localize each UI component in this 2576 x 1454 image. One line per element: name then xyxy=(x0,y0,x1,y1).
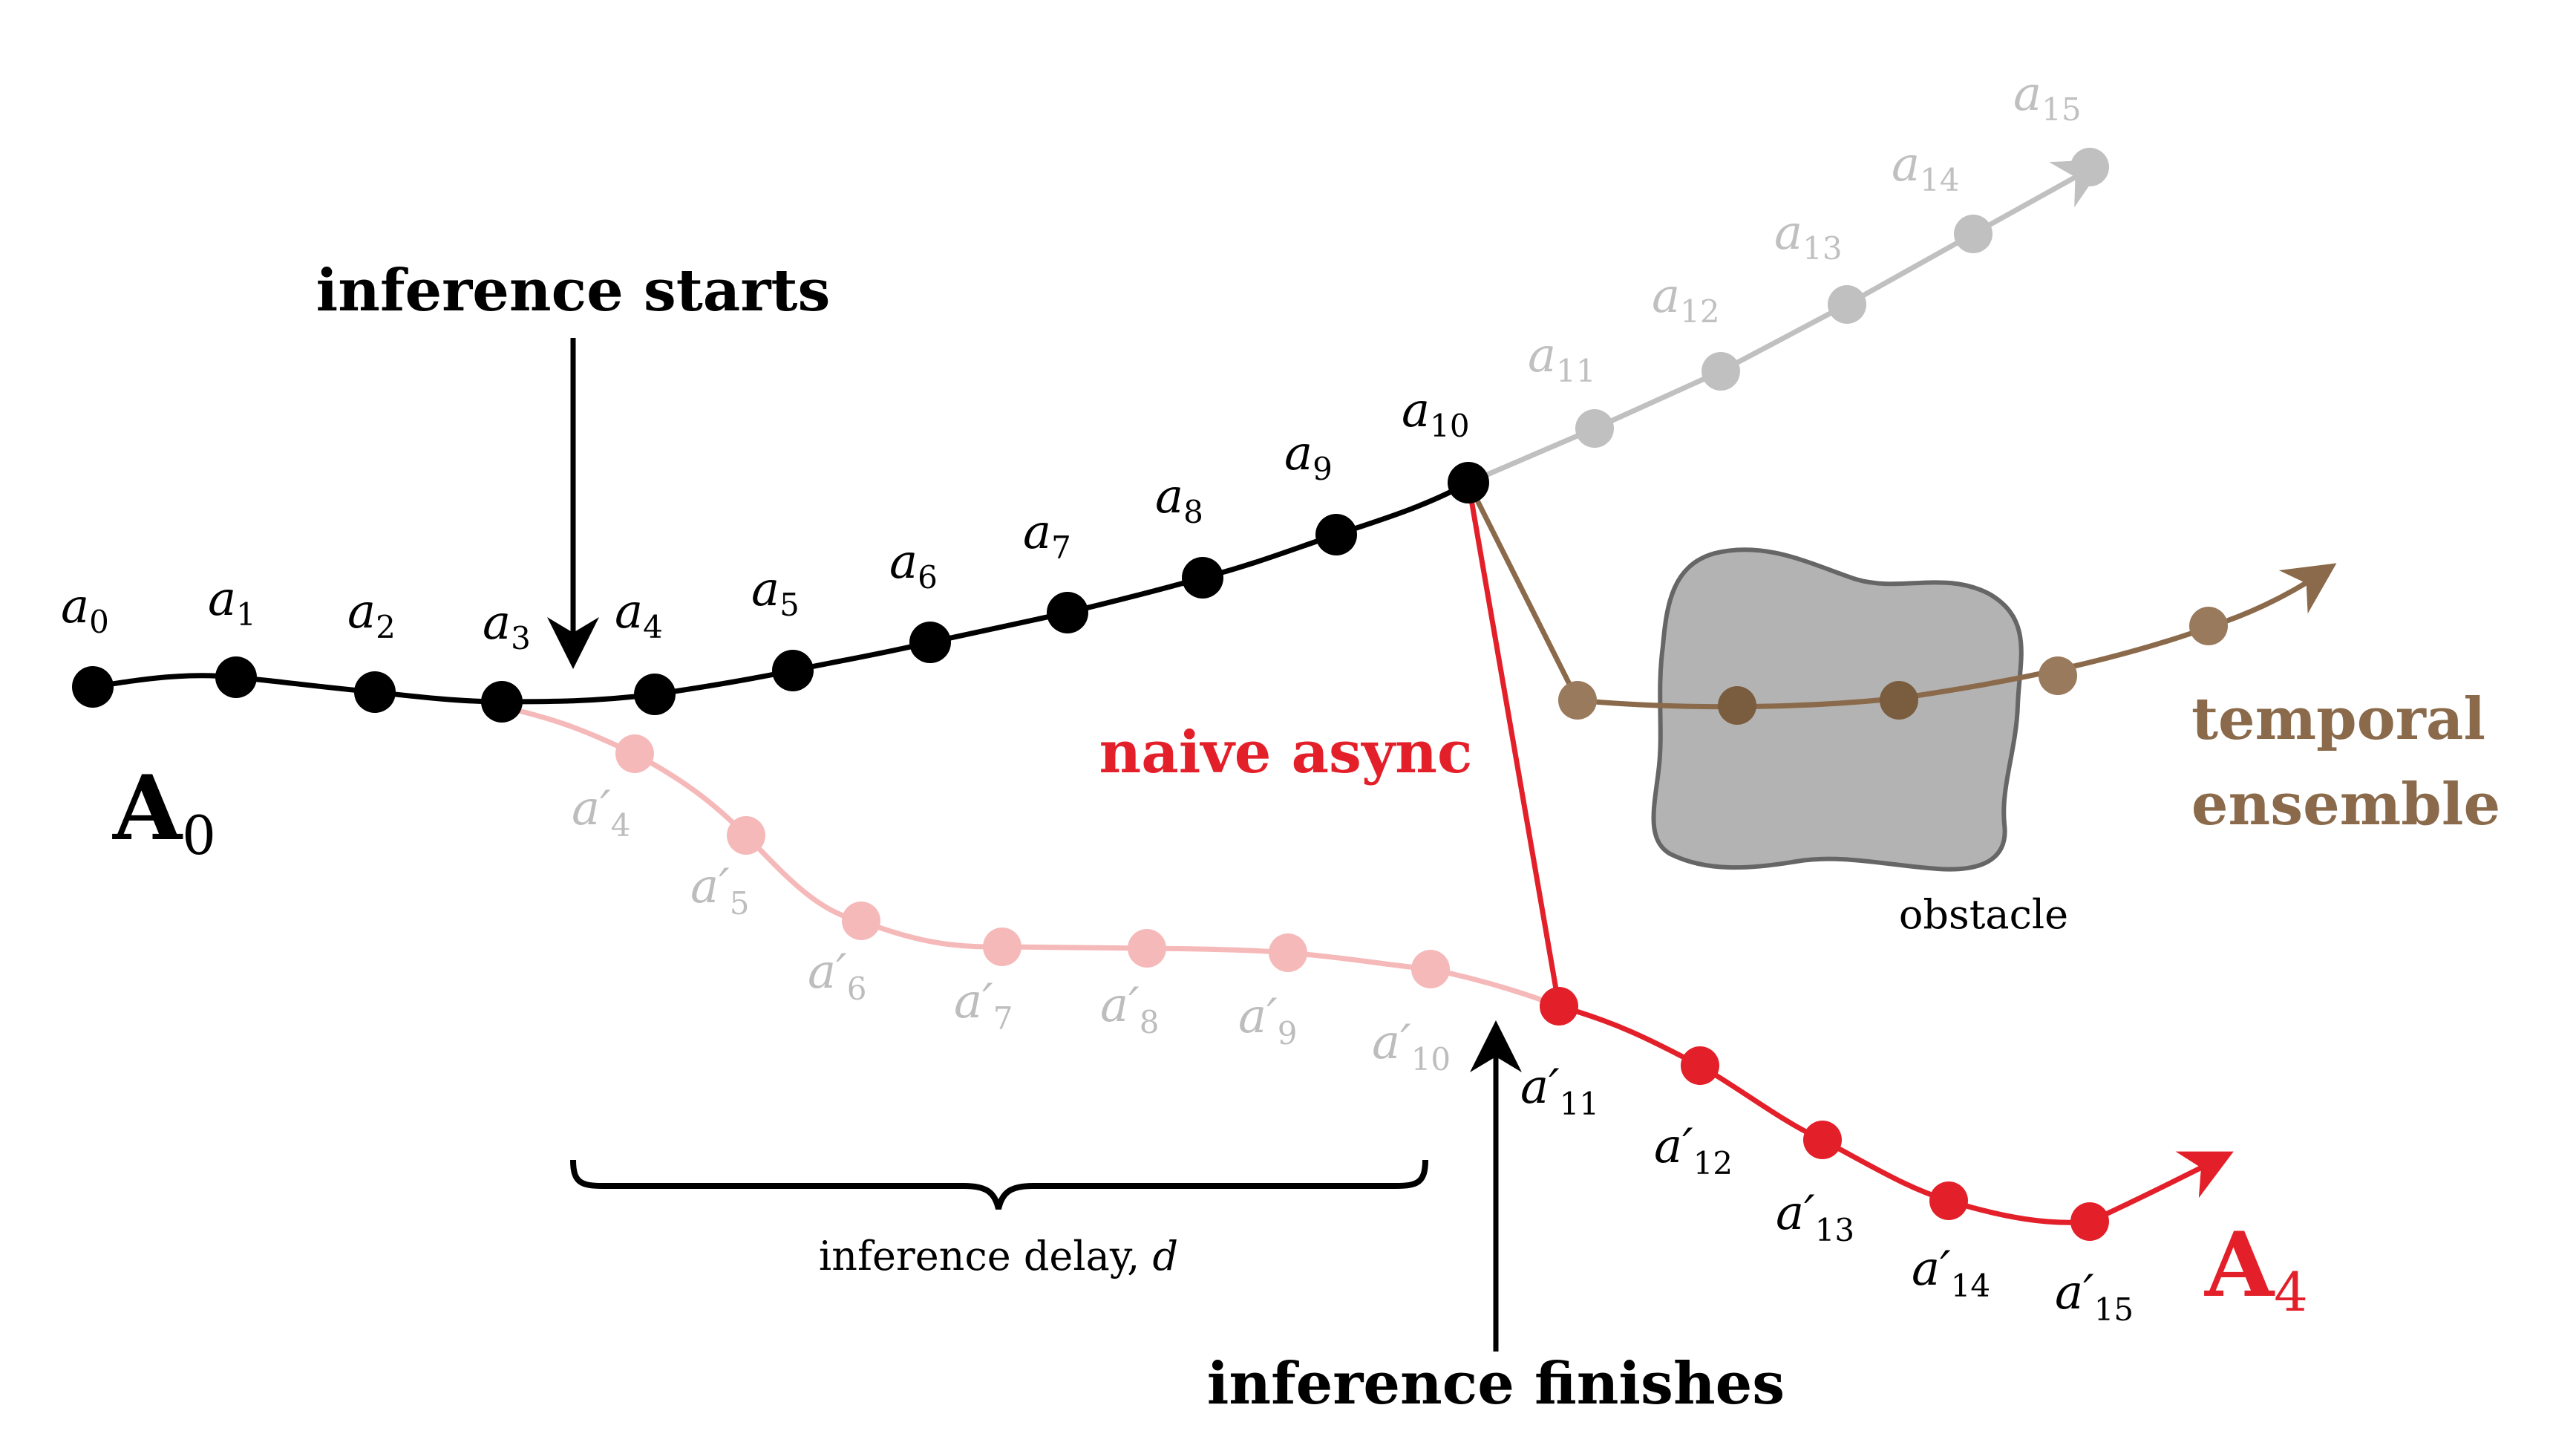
point-ensemble-4 xyxy=(2039,656,2077,695)
label-a13p: a′13 xyxy=(1776,1186,1854,1248)
point-a11p xyxy=(1540,987,1578,1026)
point-a9 xyxy=(1315,514,1357,555)
point-ensemble-5 xyxy=(2189,607,2228,645)
label-a4: a4 xyxy=(615,584,663,645)
point-ensemble-2 xyxy=(1718,686,1756,725)
point-a14p xyxy=(1929,1181,1968,1220)
chunk-a0-label: A0 xyxy=(112,756,216,867)
label-a15: a15 xyxy=(2013,67,2082,128)
label-a10p: a′10 xyxy=(1372,1015,1451,1078)
label-a1: a1 xyxy=(208,572,256,633)
point-a3 xyxy=(481,681,523,723)
point-a8 xyxy=(1182,557,1223,599)
point-a7p xyxy=(983,928,1021,966)
label-a11: a11 xyxy=(1528,328,1596,389)
point-a5 xyxy=(772,650,814,691)
label-a11p: a′11 xyxy=(1520,1060,1599,1122)
a0-point-labels: a0 a1 a2 a3 a4 a5 a6 a7 a8 a9 a10 xyxy=(61,383,1470,656)
point-a9p xyxy=(1269,933,1307,972)
point-a10 xyxy=(1448,462,1489,503)
label-a8: a8 xyxy=(1155,469,1203,530)
obstacle-label: obstacle xyxy=(1899,891,2068,938)
label-a8p: a′8 xyxy=(1100,978,1159,1040)
label-a6: a6 xyxy=(889,535,938,596)
point-a4p xyxy=(615,734,654,773)
point-a0 xyxy=(72,666,114,708)
point-a7 xyxy=(1047,592,1088,633)
temporal-ensemble-line xyxy=(1465,481,2337,710)
point-a1 xyxy=(215,656,257,698)
point-a8p xyxy=(1128,929,1166,968)
label-a12: a12 xyxy=(1652,269,1720,330)
point-a13 xyxy=(1828,285,1866,324)
point-a15 xyxy=(2070,148,2109,186)
label-a2: a2 xyxy=(347,584,396,645)
point-a2 xyxy=(354,671,396,713)
point-ensemble-3 xyxy=(1880,681,1918,720)
label-a9: a9 xyxy=(1284,426,1333,487)
point-a6 xyxy=(909,622,951,663)
label-a10: a10 xyxy=(1402,383,1470,444)
point-a11 xyxy=(1575,409,1614,448)
naive-async-jump-line xyxy=(1465,482,1562,1007)
a4-active-line xyxy=(1558,1003,2234,1225)
a0-future-labels: a11 a12 a13 a14 a15 xyxy=(1528,67,2082,389)
label-a15p: a′15 xyxy=(2055,1265,2134,1328)
label-a5: a5 xyxy=(751,562,800,623)
label-a7: a7 xyxy=(1023,505,1071,566)
label-a6p: a′6 xyxy=(808,945,866,1007)
label-a14: a14 xyxy=(1892,137,1960,198)
a0-future-line xyxy=(1467,159,2108,486)
inference-finishes-label: inference finishes xyxy=(1207,1350,1785,1418)
label-a12p: a′12 xyxy=(1654,1119,1733,1181)
a4-faded-labels: a′4 a′5 a′6 a′7 a′8 a′9 a′10 xyxy=(572,781,1451,1078)
point-a12p xyxy=(1681,1046,1719,1085)
point-a12 xyxy=(1701,352,1740,391)
a4-active-labels: a′11 a′12 a′13 a′14 a′15 xyxy=(1520,1060,2134,1328)
point-a10p xyxy=(1411,950,1450,988)
label-a5p: a′5 xyxy=(690,859,749,922)
point-ensemble-1 xyxy=(1558,681,1597,720)
temporal-label: temporal xyxy=(2191,685,2485,753)
label-a9p: a′9 xyxy=(1238,989,1297,1052)
inference-delay-label: inference delay, d xyxy=(819,1233,1178,1279)
point-a14 xyxy=(1954,215,1993,253)
naive-async-label: naive async xyxy=(1099,719,1473,786)
label-a13: a13 xyxy=(1774,206,1843,267)
label-a0: a0 xyxy=(61,579,109,640)
chunk-a4-label: A4 xyxy=(2204,1213,2308,1323)
label-a14p: a′14 xyxy=(1912,1242,1990,1304)
point-a15p xyxy=(2070,1202,2109,1241)
label-a7p: a′7 xyxy=(954,974,1013,1037)
ensemble-label: ensemble xyxy=(2191,771,2500,838)
label-a4p: a′4 xyxy=(572,781,630,844)
point-a5p xyxy=(727,816,765,855)
obstacle-shape xyxy=(1651,547,2024,872)
inference-starts-label: inference starts xyxy=(316,257,831,325)
point-a4 xyxy=(634,674,676,715)
point-a13p xyxy=(1803,1121,1842,1159)
point-a6p xyxy=(842,902,880,940)
label-a3: a3 xyxy=(483,596,531,656)
inference-delay-brace xyxy=(570,1159,1428,1210)
